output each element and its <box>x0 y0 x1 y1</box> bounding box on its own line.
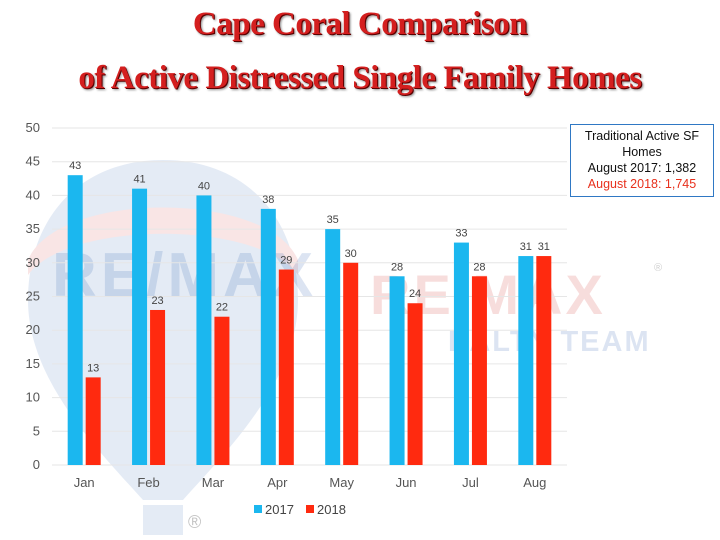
bar-2018-apr <box>278 269 294 465</box>
grid-lines <box>52 127 567 466</box>
data-label: 33 <box>455 228 467 240</box>
bar-2018-mar <box>214 316 230 465</box>
info-box-2017-line: August 2017: 1,382 <box>587 161 697 175</box>
data-label: 43 <box>69 160 81 172</box>
legend: 2017 2018 <box>254 502 346 517</box>
y-axis: 0 5 10 15 20 25 30 35 40 45 50 <box>26 120 40 472</box>
data-label: 30 <box>345 248 357 260</box>
data-label: 40 <box>198 180 210 192</box>
x-tick-label: Jan <box>74 475 95 490</box>
info-box-heading: Traditional Active SF Homes <box>584 129 700 159</box>
y-tick-label: 5 <box>33 423 40 438</box>
x-tick-label: Mar <box>202 475 225 490</box>
x-tick-label: Aug <box>523 475 546 490</box>
y-tick-label: 45 <box>26 154 40 169</box>
data-labels: 43 13 41 23 40 22 38 29 35 30 28 24 33 28 31 31 <box>69 160 550 374</box>
data-label: 41 <box>133 174 145 186</box>
y-tick-label: 40 <box>26 187 40 202</box>
chart-title-line-1: Cape Coral Comparison <box>192 6 528 42</box>
y-tick-label: 35 <box>26 221 40 236</box>
bar-2017-feb <box>132 188 148 465</box>
data-label: 28 <box>391 261 403 273</box>
bar-2018-aug <box>536 256 552 465</box>
x-axis: Jan Feb Mar Apr May Jun Jul Aug <box>74 475 547 490</box>
bars <box>67 175 552 465</box>
bar-2018-feb <box>150 309 166 465</box>
x-tick-label: Jun <box>396 475 417 490</box>
bar-2018-jul <box>471 276 487 465</box>
x-tick-label: May <box>329 475 354 490</box>
bar-2017-mar <box>196 195 212 465</box>
bar-2017-jan <box>67 175 83 465</box>
legend-label-2018: 2018 <box>317 502 346 517</box>
data-label: 31 <box>520 241 532 253</box>
bar-2017-jul <box>453 242 469 465</box>
data-label: 31 <box>538 241 550 253</box>
data-label: 35 <box>327 214 339 226</box>
y-tick-label: 0 <box>33 457 40 472</box>
y-tick-label: 30 <box>26 255 40 270</box>
legend-label-2017: 2017 <box>265 502 294 517</box>
x-tick-label: Feb <box>137 475 159 490</box>
bar-2018-jun <box>407 303 423 465</box>
y-tick-label: 20 <box>26 322 40 337</box>
info-box-2018-line: August 2018: 1,745 <box>587 177 697 191</box>
data-label: 28 <box>473 261 485 273</box>
bar-2017-may <box>325 229 341 465</box>
traditional-active-info-box: Traditional Active SF Homes August 2017:… <box>570 124 714 197</box>
legend-swatch-2017 <box>254 505 262 513</box>
bar-2017-jun <box>389 276 405 465</box>
bar-2018-jan <box>85 377 101 465</box>
chart-title-line-2: of Active Distressed Single Family Homes <box>78 60 642 96</box>
bar-2018-may <box>343 262 359 465</box>
data-label: 22 <box>216 302 228 314</box>
data-label: 29 <box>280 255 292 267</box>
y-tick-label: 50 <box>26 120 40 135</box>
y-tick-label: 15 <box>26 356 40 371</box>
data-label: 38 <box>262 194 274 206</box>
data-label: 23 <box>151 295 163 307</box>
y-tick-label: 10 <box>26 390 40 405</box>
bar-2017-apr <box>260 208 276 465</box>
legend-swatch-2018 <box>306 505 314 513</box>
y-tick-label: 25 <box>26 289 40 304</box>
x-tick-label: Jul <box>462 475 479 490</box>
bar-2017-aug <box>518 256 534 465</box>
x-tick-label: Apr <box>267 475 288 490</box>
data-label: 13 <box>87 362 99 374</box>
data-label: 24 <box>409 288 421 300</box>
